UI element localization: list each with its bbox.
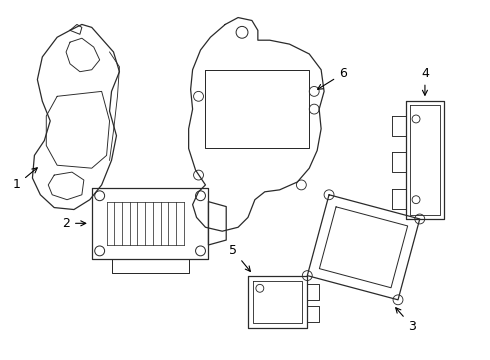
Text: 4: 4 — [421, 67, 429, 95]
Text: 5: 5 — [229, 244, 250, 271]
Text: 1: 1 — [13, 168, 37, 192]
Text: 3: 3 — [396, 308, 416, 333]
Text: 2: 2 — [62, 217, 86, 230]
Text: 6: 6 — [318, 67, 347, 89]
